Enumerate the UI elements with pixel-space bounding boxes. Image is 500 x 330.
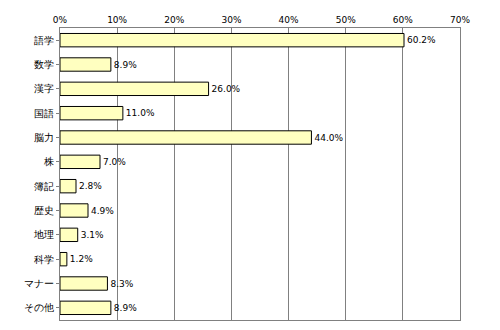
svg-text:数学: 数学 xyxy=(34,59,54,70)
svg-text:地理: 地理 xyxy=(33,229,54,240)
svg-text:歴史: 歴史 xyxy=(34,205,54,216)
svg-text:30%: 30% xyxy=(221,15,241,25)
svg-text:マナー: マナー xyxy=(24,278,54,289)
svg-text:60.2%: 60.2% xyxy=(407,35,436,45)
svg-text:40%: 40% xyxy=(279,15,299,25)
svg-text:4.9%: 4.9% xyxy=(91,206,114,216)
svg-text:0%: 0% xyxy=(53,15,68,25)
svg-text:26.0%: 26.0% xyxy=(212,84,241,94)
svg-text:簿記: 簿記 xyxy=(34,181,54,192)
svg-text:60%: 60% xyxy=(393,15,413,25)
svg-text:50%: 50% xyxy=(336,15,356,25)
svg-text:国語: 国語 xyxy=(34,108,54,119)
svg-text:3.1%: 3.1% xyxy=(81,230,104,240)
svg-text:70%: 70% xyxy=(450,15,470,25)
svg-text:脳力: 脳力 xyxy=(34,132,54,143)
svg-text:20%: 20% xyxy=(164,15,184,25)
svg-text:語学: 語学 xyxy=(34,35,54,46)
svg-text:7.0%: 7.0% xyxy=(103,157,126,167)
svg-text:科学: 科学 xyxy=(34,254,54,265)
svg-text:漢字: 漢字 xyxy=(34,83,54,94)
svg-text:2.8%: 2.8% xyxy=(79,181,102,191)
svg-text:株: 株 xyxy=(43,156,54,167)
svg-text:1.2%: 1.2% xyxy=(70,254,93,264)
svg-text:その他: その他 xyxy=(24,302,54,313)
svg-text:10%: 10% xyxy=(107,15,127,25)
svg-text:11.0%: 11.0% xyxy=(126,108,155,118)
svg-text:8.9%: 8.9% xyxy=(114,303,137,313)
svg-text:8.9%: 8.9% xyxy=(114,60,137,70)
svg-text:44.0%: 44.0% xyxy=(314,133,343,143)
svg-text:8.3%: 8.3% xyxy=(110,279,133,289)
